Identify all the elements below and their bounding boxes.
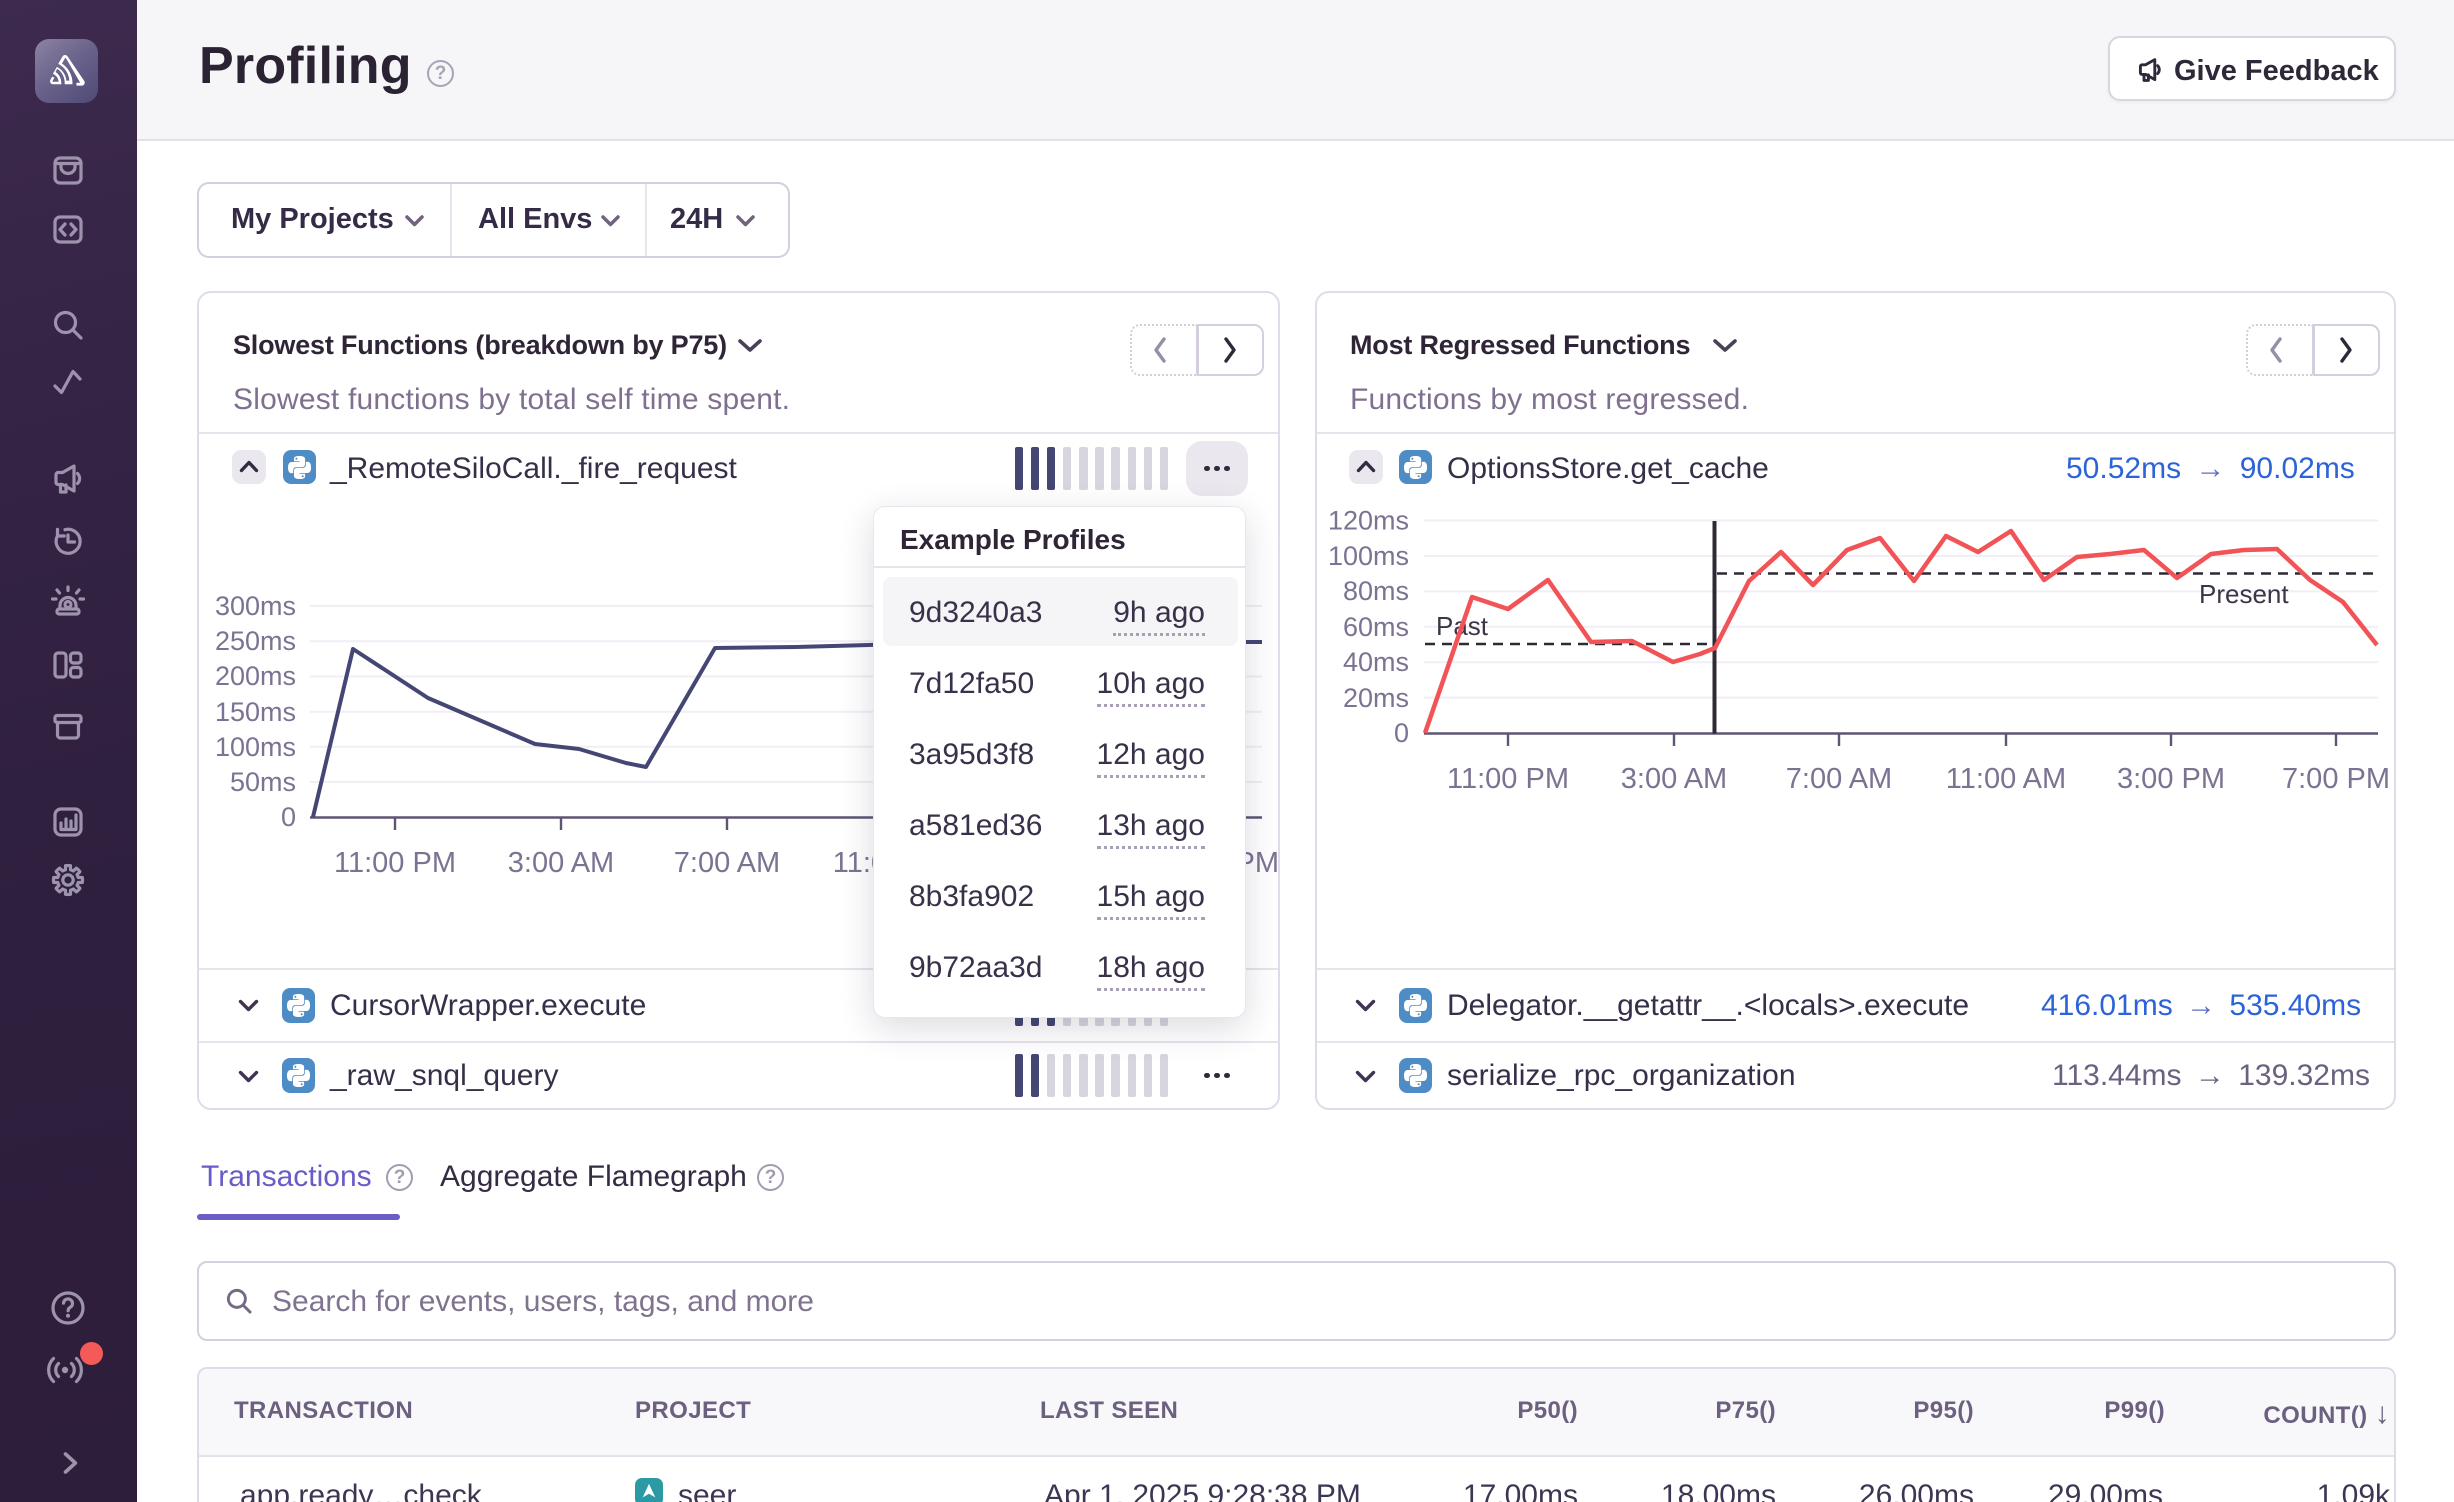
- svg-text:7:00 AM: 7:00 AM: [1786, 763, 1892, 795]
- svg-text:11:00 AM: 11:00 AM: [1946, 763, 2066, 795]
- svg-text:11:00 PM: 11:00 PM: [1447, 763, 1569, 795]
- svg-text:80ms: 80ms: [1343, 576, 1409, 606]
- svg-text:7:00 AM: 7:00 AM: [674, 847, 780, 879]
- svg-text:3:00 AM: 3:00 AM: [508, 847, 614, 879]
- svg-text:11:00 PM: 11:00 PM: [334, 847, 456, 879]
- svg-text:60ms: 60ms: [1343, 612, 1409, 642]
- svg-text:7:00 PM: 7:00 PM: [2282, 763, 2390, 795]
- svg-text:150ms: 150ms: [215, 697, 296, 727]
- svg-text:200ms: 200ms: [215, 661, 296, 691]
- svg-text:100ms: 100ms: [215, 732, 296, 762]
- svg-text:20ms: 20ms: [1343, 683, 1409, 713]
- svg-text:40ms: 40ms: [1343, 647, 1409, 677]
- svg-text:50ms: 50ms: [230, 767, 296, 797]
- svg-text:120ms: 120ms: [1328, 506, 1409, 536]
- svg-text:3:00 PM: 3:00 PM: [2117, 763, 2225, 795]
- svg-text:100ms: 100ms: [1328, 541, 1409, 571]
- svg-text:0: 0: [1394, 718, 1409, 748]
- svg-text:250ms: 250ms: [215, 626, 296, 656]
- svg-text:0: 0: [281, 802, 296, 832]
- svg-text:3:00 AM: 3:00 AM: [1621, 763, 1727, 795]
- svg-text:Present: Present: [2199, 579, 2289, 609]
- svg-text:300ms: 300ms: [215, 591, 296, 621]
